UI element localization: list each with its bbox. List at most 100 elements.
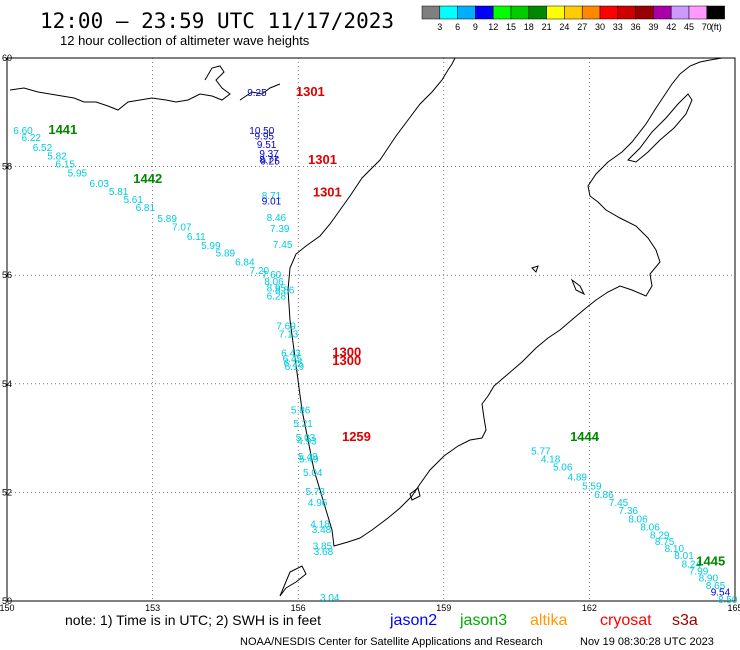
wave-height-label-jason3: 8.24 — [682, 559, 702, 570]
wave-height-label-jason3: 7.45 — [609, 498, 629, 509]
wave-height-label-cryosat: 9.25 — [247, 88, 267, 99]
scale-swatch — [528, 5, 547, 20]
scale-swatch — [510, 5, 530, 20]
scale-tick-label: 27 — [577, 22, 587, 32]
longitude-tick-label: 165 — [727, 603, 740, 613]
mission-altika: altika — [530, 612, 567, 629]
wave-height-label-cryosat: 5.04 — [303, 468, 323, 479]
footer-note: note: 1) Time is in UTC; 2) SWH is in fe… — [65, 612, 321, 628]
wave-height-label-jason3: 8.95 — [267, 283, 287, 294]
scale-tick-label: 30 — [595, 22, 605, 32]
longitude-tick-label: 156 — [291, 603, 306, 613]
wave-height-label-cryosat: 7.39 — [270, 224, 290, 235]
pass-time-label: 1300 — [332, 345, 361, 360]
wave-height-label-jason3: 4.18 — [541, 455, 561, 466]
wave-height-label-cryosat: 7.69 — [276, 322, 296, 333]
map-frame — [6, 57, 736, 602]
wave-height-label-cryosat: 4.93 — [297, 437, 317, 448]
wave-height-label-cryosat: 5.49 — [299, 455, 319, 466]
wave-height-label-cryosat: 9.95 — [254, 131, 274, 142]
scale-swatch — [546, 5, 565, 20]
pass-time-label: 1444 — [570, 429, 600, 444]
wave-height-label-jason3: 5.59 — [582, 482, 602, 493]
wave-height-label-cryosat: 4.96 — [308, 498, 328, 509]
wave-height-label-cryosat: 7.45 — [273, 240, 293, 251]
wave-height-label-cryosat: 10.50 — [249, 126, 274, 137]
color-scale: 3 6 9 12 15 18 21 24 27 30 33 36 39 42 45 70(ft) — [421, 5, 725, 32]
wave-height-label-jason3: 6.81 — [136, 203, 156, 214]
wave-height-label-jason3: 5.89 — [157, 214, 177, 225]
scale-tick-label: 12 — [488, 22, 498, 32]
wave-height-label-cryosat: 4.18 — [310, 520, 330, 531]
wave-height-label-jason3: 7.36 — [618, 506, 638, 517]
scale-tick-label: 45 — [684, 22, 694, 32]
wave-height-label-jason3: 8.06 — [640, 522, 660, 533]
wave-height-label-jason3: 7.60 — [262, 270, 282, 281]
latitude-tick-label: 56 — [2, 270, 12, 280]
wave-height-label-cryosat: 5.21 — [293, 419, 313, 430]
footer-timestamp: Nov 19 08:30:28 UTC 2023 — [580, 636, 714, 648]
mission-s3a: s3a — [672, 612, 698, 629]
wave-height-label-jason3: 8.06 — [264, 277, 284, 288]
scale-swatch — [706, 5, 725, 20]
wave-height-label-cryosat: 5.03 — [296, 433, 316, 444]
scale-swatch — [421, 5, 441, 20]
wave-height-label-jason3: 5.99 — [201, 241, 221, 252]
scale-unit-label: (ft) — [711, 22, 722, 32]
wave-height-label-jason3: 8.86 — [275, 286, 295, 297]
wave-height-label-jason3: 6.15 — [56, 160, 76, 171]
wave-height-label-jason3: 8.90 — [699, 573, 719, 584]
pass-time-label: 1442 — [133, 171, 162, 186]
scale-swatch — [457, 5, 476, 20]
mission-legend: jason2 jason3 altika cryosat s3a — [389, 612, 698, 629]
okhotsk-north-coast — [239, 83, 281, 101]
page-title: 12:00 – 23:59 UTC 11/17/2023 — [40, 9, 394, 33]
wave-height-label-jason3: 5.61 — [123, 195, 143, 206]
wave-height-label-cryosat: 3.85 — [313, 541, 333, 552]
pass-time-label: 1301 — [296, 84, 325, 99]
scale-swatch — [670, 5, 690, 20]
scale-swatch — [475, 5, 494, 20]
wave-height-label-jason3: 6.28 — [267, 292, 287, 303]
scale-tick-label: 3 — [437, 22, 442, 32]
mission-cryosat: cryosat — [600, 612, 652, 629]
wave-height-label-jason3: 7.99 — [689, 566, 709, 577]
wave-height-label-cryosat: 5.49 — [298, 452, 318, 463]
wave-height-label-jason3: 5.77 — [531, 446, 551, 457]
wave-height-label-jason3: 8.29 — [650, 531, 670, 542]
wave-height-label-cryosat: 7.13 — [279, 330, 299, 341]
wave-height-label-cryosat: 9.01 — [262, 197, 282, 208]
scale-swatch — [439, 5, 458, 20]
latitude-tick-label: 58 — [2, 162, 12, 172]
coastlines — [9, 57, 723, 597]
scale-tick-label: 24 — [559, 22, 569, 32]
pass-time-label: 1301 — [308, 152, 337, 167]
scale-swatch — [688, 5, 708, 20]
page-subtitle: 12 hour collection of altimeter wave hei… — [60, 33, 310, 48]
wave-height-label-cryosat: 6.45 — [283, 354, 303, 365]
wave-height-label-cryosat: 6.19 — [285, 362, 305, 373]
wave-height-label-jason3: 8.75 — [655, 537, 675, 548]
latitude-tick-label: 50 — [2, 596, 12, 606]
latitude-tick-label: 54 — [2, 379, 12, 389]
pass-time-label: 1445 — [696, 554, 725, 569]
pass-time-label: 1300 — [332, 353, 361, 368]
wave-height-label-jason3: 9.54 — [711, 588, 731, 599]
pass-time-label: 1259 — [342, 429, 371, 444]
scale-tick-label: 70 — [702, 22, 712, 32]
wave-height-label-cryosat: 9.25 — [260, 156, 280, 167]
scale-swatch — [581, 5, 601, 20]
kuril-island-2 — [409, 487, 421, 501]
pass-time-label: 1301 — [313, 184, 342, 199]
wave-height-label-cryosat: 5.86 — [291, 406, 311, 417]
wave-height-label-cryosat: 9.51 — [257, 140, 277, 151]
karaginsky-island — [627, 93, 693, 163]
scale-tick-label: 36 — [631, 22, 641, 32]
wave-height-label-cryosat: 8.77 — [259, 155, 279, 166]
scale-swatch — [564, 5, 583, 20]
wave-height-label-jason3: 8.50 — [718, 595, 738, 606]
kamchatka-west-coast — [287, 57, 489, 547]
scale-swatch — [617, 5, 636, 20]
kamchatka-east-coast — [487, 57, 723, 397]
